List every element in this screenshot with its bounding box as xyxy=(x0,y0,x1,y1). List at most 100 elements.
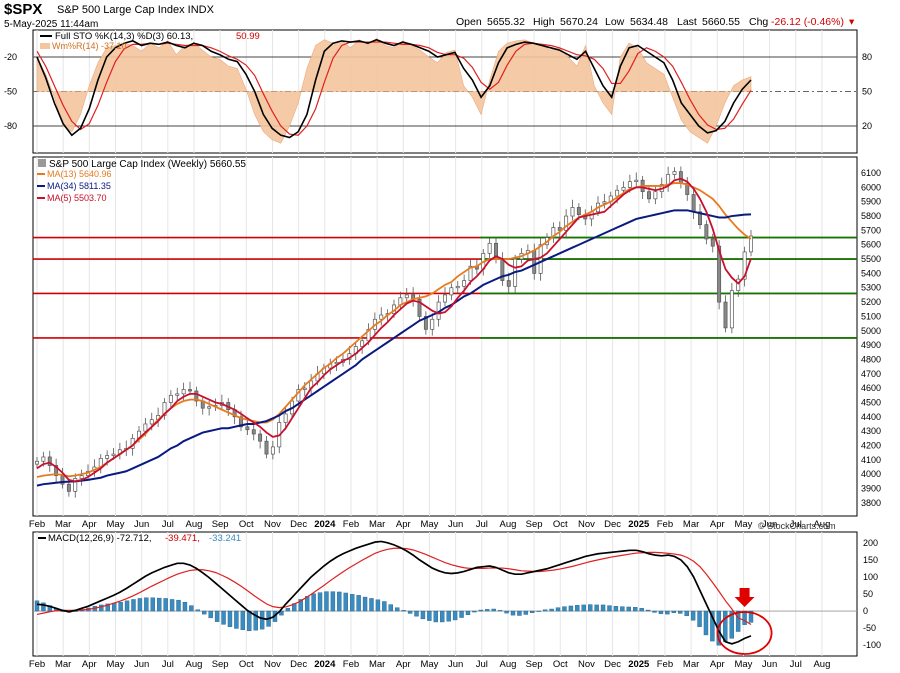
candle xyxy=(749,235,753,253)
macd-histogram-bar xyxy=(401,610,406,612)
chg-value: -26.12 (-0.46%) xyxy=(771,16,844,28)
macd-tick: -100 xyxy=(863,640,881,650)
macd-histogram-bar xyxy=(131,599,136,612)
month-label: Apr xyxy=(396,659,411,670)
macd-histogram-bar xyxy=(703,610,709,636)
month-label: Sep xyxy=(212,519,229,530)
macd-histogram-bar xyxy=(189,605,194,612)
macd-histogram-bar xyxy=(485,609,490,612)
macd-histogram-bar xyxy=(742,610,747,625)
macd-histogram-bar xyxy=(369,598,374,612)
macd-histogram-bar xyxy=(465,610,471,616)
symbol[interactable]: $SPX xyxy=(4,1,43,18)
month-label: Mar xyxy=(369,519,385,530)
candle xyxy=(181,389,186,395)
candle xyxy=(576,207,581,215)
month-label: Jun xyxy=(134,519,149,530)
month-label: May xyxy=(107,659,125,670)
macd-histogram-bar xyxy=(633,607,638,612)
price-legend-swatch xyxy=(38,159,46,167)
candle xyxy=(54,465,59,476)
candle xyxy=(455,285,460,289)
price-tick: 4900 xyxy=(861,340,881,350)
candle xyxy=(283,413,288,423)
macd-histogram-bar xyxy=(581,604,586,612)
ma-legend-label: MA(13) 5640.96 xyxy=(47,169,112,179)
macd-histogram-bar xyxy=(163,598,168,612)
macd-histogram-bar xyxy=(440,610,445,623)
candle xyxy=(672,171,677,175)
month-label: Feb xyxy=(657,659,673,670)
timestamp: 5-May-2025 11:44am xyxy=(4,19,99,30)
macd-histogram-bar xyxy=(575,605,580,612)
macd-histogram-bar xyxy=(240,610,246,631)
macd-histogram-bar xyxy=(99,604,104,612)
high-value: 5670.24 xyxy=(560,16,598,28)
macd-histogram-bar xyxy=(639,608,644,612)
month-label: Nov xyxy=(578,659,595,670)
month-label: Dec xyxy=(604,659,621,670)
candle xyxy=(698,211,702,226)
macd-histogram-bar xyxy=(227,610,233,627)
macd-histogram-bar xyxy=(536,610,541,612)
month-label: Oct xyxy=(553,519,568,530)
candle xyxy=(570,207,575,217)
macd-histogram-bar xyxy=(382,601,387,612)
macd-histogram-bar xyxy=(169,599,175,612)
macd-histogram-bar xyxy=(362,596,368,612)
candle xyxy=(602,201,607,204)
price-tick: 4600 xyxy=(861,383,881,393)
macd-histogram-bar xyxy=(690,610,696,621)
candle xyxy=(162,402,167,416)
month-label: 2024 xyxy=(314,519,336,530)
macd-histogram-bar xyxy=(253,610,258,631)
candle xyxy=(468,265,473,281)
macd-histogram-bar xyxy=(671,610,677,613)
macd-tick: -50 xyxy=(863,623,876,633)
month-label: Mar xyxy=(683,659,699,670)
stoch-left-tick: -50 xyxy=(4,87,17,97)
candle xyxy=(691,194,696,213)
macd-histogram-bar xyxy=(748,610,754,623)
macd-histogram-bar xyxy=(433,610,439,623)
macd-histogram-bar xyxy=(530,610,535,613)
macd-line xyxy=(36,540,752,645)
macd-histogram-bar xyxy=(446,610,451,622)
candle xyxy=(47,456,52,466)
month-label: Dec xyxy=(290,659,307,670)
macd-histogram-bar xyxy=(684,610,689,617)
price-tick: 4100 xyxy=(861,455,881,465)
candle xyxy=(538,244,543,274)
macd-histogram-bar xyxy=(665,610,670,615)
price-panel xyxy=(32,156,858,517)
stoch-right-tick: 20 xyxy=(862,121,872,131)
month-label: Jun xyxy=(448,659,463,670)
month-label: May xyxy=(420,519,438,530)
month-label: Feb xyxy=(343,659,359,670)
price-tick: 5700 xyxy=(861,225,881,235)
candle xyxy=(66,483,71,492)
month-label: Mar xyxy=(683,519,699,530)
macd-histogram-bar xyxy=(407,610,413,614)
price-tick: 5600 xyxy=(861,240,881,250)
candle xyxy=(251,429,256,435)
month-label: Jun xyxy=(134,659,149,670)
candle xyxy=(634,179,639,182)
low-value: 5634.48 xyxy=(630,16,668,28)
macd-tick: 0 xyxy=(863,606,868,616)
macd-histogram-bar xyxy=(562,606,567,612)
macd-histogram-bar xyxy=(105,603,110,612)
price-tick: 4800 xyxy=(861,354,881,364)
macd-histogram-bar xyxy=(349,594,355,612)
macd-histogram-bar xyxy=(645,609,651,612)
macd-histogram-bar xyxy=(414,610,419,617)
price-tick: 4700 xyxy=(861,369,881,379)
month-label: Mar xyxy=(55,519,71,530)
month-label: Jun xyxy=(762,659,777,670)
candle xyxy=(175,393,180,396)
month-label: Aug xyxy=(186,659,203,670)
red-circle-annotation xyxy=(716,611,773,655)
macd-histogram-bar xyxy=(259,610,265,630)
candle xyxy=(239,416,243,428)
